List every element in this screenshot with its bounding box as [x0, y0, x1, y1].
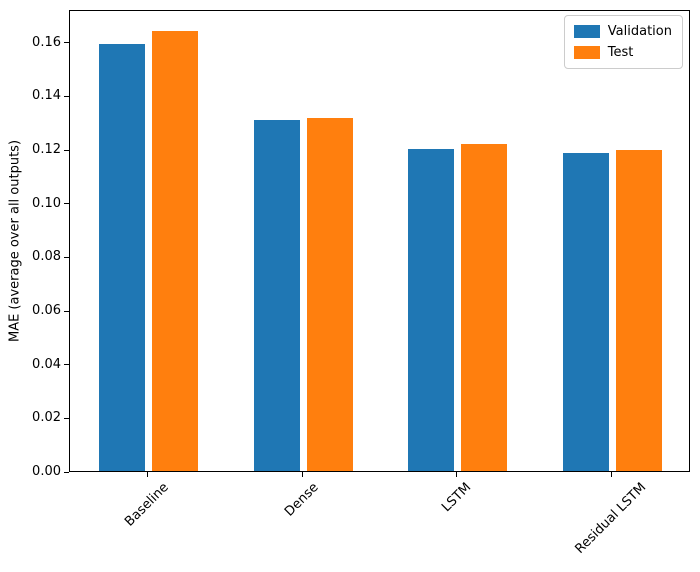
x-tick-label-baseline: Baseline [122, 480, 172, 530]
y-tick-label: 0.12 [32, 142, 61, 158]
y-tick-mark [64, 42, 69, 44]
legend: Validation Test [563, 15, 683, 69]
y-tick-mark [64, 149, 69, 151]
y-tick-label: 0.06 [32, 303, 61, 319]
legend-item-validation: Validation [573, 24, 672, 39]
y-tick-label: 0.04 [32, 356, 61, 372]
y-tick-label: 0.02 [32, 410, 61, 426]
y-tick-mark [64, 310, 69, 312]
bar-validation-lstm [408, 149, 455, 471]
legend-item-test: Test [573, 45, 672, 60]
y-tick-label: 0.16 [32, 34, 61, 50]
x-tick-label-dense: Dense [282, 480, 322, 520]
legend-label: Test [607, 45, 634, 60]
bar-validation-baseline [98, 44, 145, 471]
y-tick-mark [64, 256, 69, 258]
bar-test-residual-lstm [616, 150, 662, 471]
x-tick-mark [611, 472, 612, 477]
bar-validation-dense [253, 119, 300, 471]
y-tick-label: 0.10 [32, 195, 61, 211]
bar-test-lstm [461, 143, 508, 471]
y-tick-mark [64, 364, 69, 366]
x-tick-label-lstm: LSTM [438, 480, 474, 516]
bar-test-dense [306, 118, 353, 471]
bar-test-baseline [151, 31, 198, 471]
x-tick-mark [301, 472, 303, 477]
legend-swatch-test-icon [573, 46, 600, 59]
bar-validation-residual-lstm [563, 153, 609, 471]
x-tick-label-residual-lstm: Residual LSTM [572, 480, 650, 557]
x-tick-mark [146, 472, 148, 477]
y-tick-mark [64, 417, 69, 419]
plot-area [69, 10, 690, 472]
y-tick-label: 0.14 [32, 88, 61, 104]
y-tick-mark [64, 471, 69, 473]
y-tick-mark [64, 95, 69, 97]
legend-swatch-validation-icon [573, 25, 600, 38]
y-tick-label: 0.08 [32, 249, 61, 265]
y-tick-label: 0.00 [32, 464, 61, 479]
y-tick-mark [64, 203, 69, 205]
x-tick-mark [456, 472, 458, 477]
legend-label: Validation [607, 24, 672, 39]
